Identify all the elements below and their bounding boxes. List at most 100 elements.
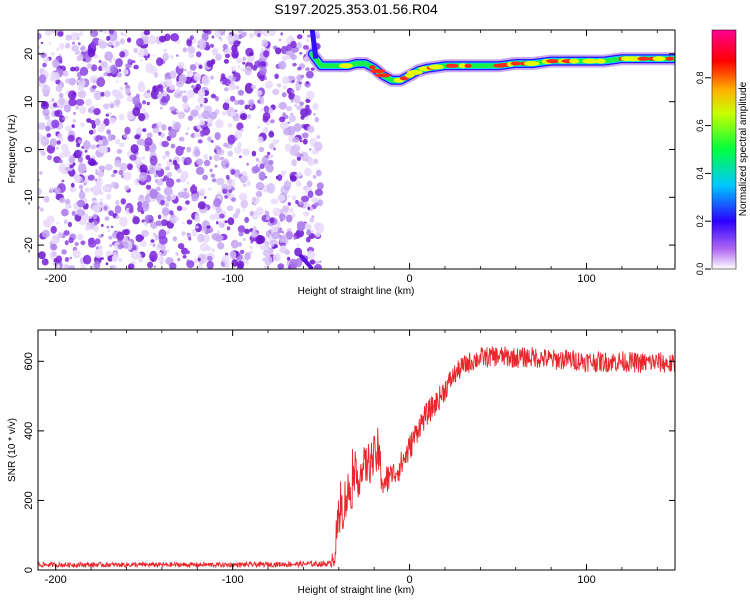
spectrogram-noise-cell [307, 34, 311, 38]
spectrogram-noise-cell [68, 265, 76, 269]
spectrogram-noise-cell [270, 198, 278, 205]
spectrogram-noise-cell [38, 206, 41, 209]
spectrogram-noise-cell [59, 115, 65, 123]
spectrogram-noise-cell [269, 217, 275, 224]
spectrogram-noise-cell [238, 242, 242, 247]
spectrogram-noise-cell [281, 76, 290, 85]
spectrogram-noise-cell [145, 184, 152, 190]
spectrogram-noise-cell [203, 196, 207, 199]
spectrogram-noise-cell [108, 112, 113, 116]
spectrogram-noise-cell [121, 241, 129, 249]
spectrogram-noise-cell [201, 230, 206, 234]
spectrogram-noise-cell [123, 69, 129, 75]
spectrogram-noise-cell [58, 42, 65, 50]
colorbar-tick-label: 0.2 [695, 215, 705, 228]
colorbar-tick-label: 0.8 [695, 72, 705, 85]
spectrogram-noise-cell [43, 195, 50, 203]
spectrogram-noise-cell [114, 99, 121, 106]
spectrogram-noise-cell [98, 165, 106, 171]
snr-y-tick-label: 400 [23, 422, 35, 440]
spectrogram-noise-cell [57, 133, 63, 139]
spectrogram-noise-cell [306, 180, 313, 188]
spectrogram-noise-cell [106, 129, 111, 135]
spectrogram-noise-cell [194, 105, 202, 111]
spectrogram-noise-cell [224, 195, 229, 199]
spectrogram-noise-cell [148, 167, 155, 175]
spectrogram-noise-cell [238, 192, 248, 201]
spectrogram-noise-cell [97, 169, 105, 178]
spectrogram-noise-cell [237, 225, 246, 233]
spectrogram-noise-cell [127, 137, 130, 140]
spectrogram-noise-cell [43, 56, 50, 63]
spectrogram-noise-cell [152, 145, 156, 149]
spectrogram-noise-cell [204, 121, 208, 124]
spectrogram-noise-cell [288, 92, 296, 100]
spectrogram-noise-cell [287, 194, 291, 198]
spectrogram-noise-cell [123, 133, 128, 139]
spectrogram-noise-cell [65, 34, 72, 41]
spectrogram-noise-cell [206, 260, 214, 269]
spectrogram-noise-cell [56, 140, 61, 145]
spectrogram-y-tick-label: 0 [23, 146, 35, 152]
spectrogram-noise-cell [83, 182, 87, 186]
spectrogram-noise-cell [123, 171, 132, 181]
spectrogram-noise-cell [162, 154, 167, 160]
spectrogram-noise-cell [160, 199, 165, 206]
snr-x-tick-label: -100 [222, 574, 244, 586]
spectrogram-noise-cell [40, 136, 50, 147]
spectrogram-noise-cell [62, 70, 69, 77]
spectrogram-noise-cell [228, 189, 233, 194]
signal-onset-low [298, 253, 314, 269]
spectrogram-noise-cell [241, 31, 247, 37]
spectrogram-noise-cell [165, 178, 175, 188]
spectrogram-noise-cell [141, 219, 145, 223]
spectrogram-noise-cell [65, 78, 71, 84]
spectrogram-noise-cell [116, 93, 124, 100]
spectrogram-noise-cell [133, 64, 139, 70]
spectrogram-noise-cell [293, 123, 302, 132]
spectrogram-noise-cell [109, 64, 118, 75]
spectrogram-noise-cell [235, 57, 243, 64]
snr-series-line [38, 346, 675, 569]
spectrogram-noise-cell [59, 197, 66, 203]
spectrogram-noise-cell [299, 132, 303, 136]
spectrogram-noise-cell [79, 184, 84, 190]
spectrogram-noise-cell [243, 228, 250, 234]
spectrogram-noise-cell [193, 72, 202, 82]
spectrogram-noise-cell [160, 244, 166, 252]
spectrogram-noise-cell [184, 157, 192, 166]
spectrogram-noise-cell [40, 41, 44, 45]
spectrogram-noise-cell [314, 260, 320, 265]
spectrogram-noise-cell [55, 146, 59, 150]
spectrogram-noise-cell [294, 104, 297, 107]
spectrogram-noise-cell [40, 151, 46, 156]
spectrogram-noise-cell [249, 32, 254, 39]
spectrogram-noise-cell [90, 30, 99, 38]
spectrogram-noise-cell [169, 70, 177, 79]
spectrogram-noise-cell [80, 189, 83, 192]
spectrogram-noise-cell [176, 178, 181, 183]
spectrogram-noise-cell [262, 127, 268, 134]
spectrogram-noise-cell [252, 65, 258, 71]
spectrogram-noise-cell [53, 187, 61, 194]
spectrogram-noise-cell [237, 89, 244, 96]
spectrogram-noise-cell [104, 216, 110, 221]
spectrogram-noise-cell [309, 217, 315, 223]
spectrogram-noise-cell [98, 59, 102, 64]
spectrogram-noise-cell [210, 173, 216, 178]
spectrogram-noise-cell [76, 209, 86, 217]
spectrogram-noise-cell [208, 187, 212, 191]
spectrogram-noise-cell [87, 174, 95, 181]
spectrogram-noise-cell [201, 75, 211, 86]
spectrogram-noise-cell [234, 130, 243, 139]
spectrogram-noise-cell [219, 213, 225, 219]
spectrogram-noise-cell [141, 230, 150, 237]
spectrogram-noise-cell [160, 219, 169, 227]
spectrogram-noise-cell [159, 252, 162, 255]
spectrogram-noise-cell [155, 165, 162, 171]
spectrogram-noise-cell [109, 243, 113, 248]
spectrogram-noise-cell [75, 105, 80, 110]
spectrogram-noise-cell [262, 30, 270, 37]
spectrogram-noise-cell [298, 201, 304, 206]
spectrogram-noise-cell [234, 146, 242, 154]
